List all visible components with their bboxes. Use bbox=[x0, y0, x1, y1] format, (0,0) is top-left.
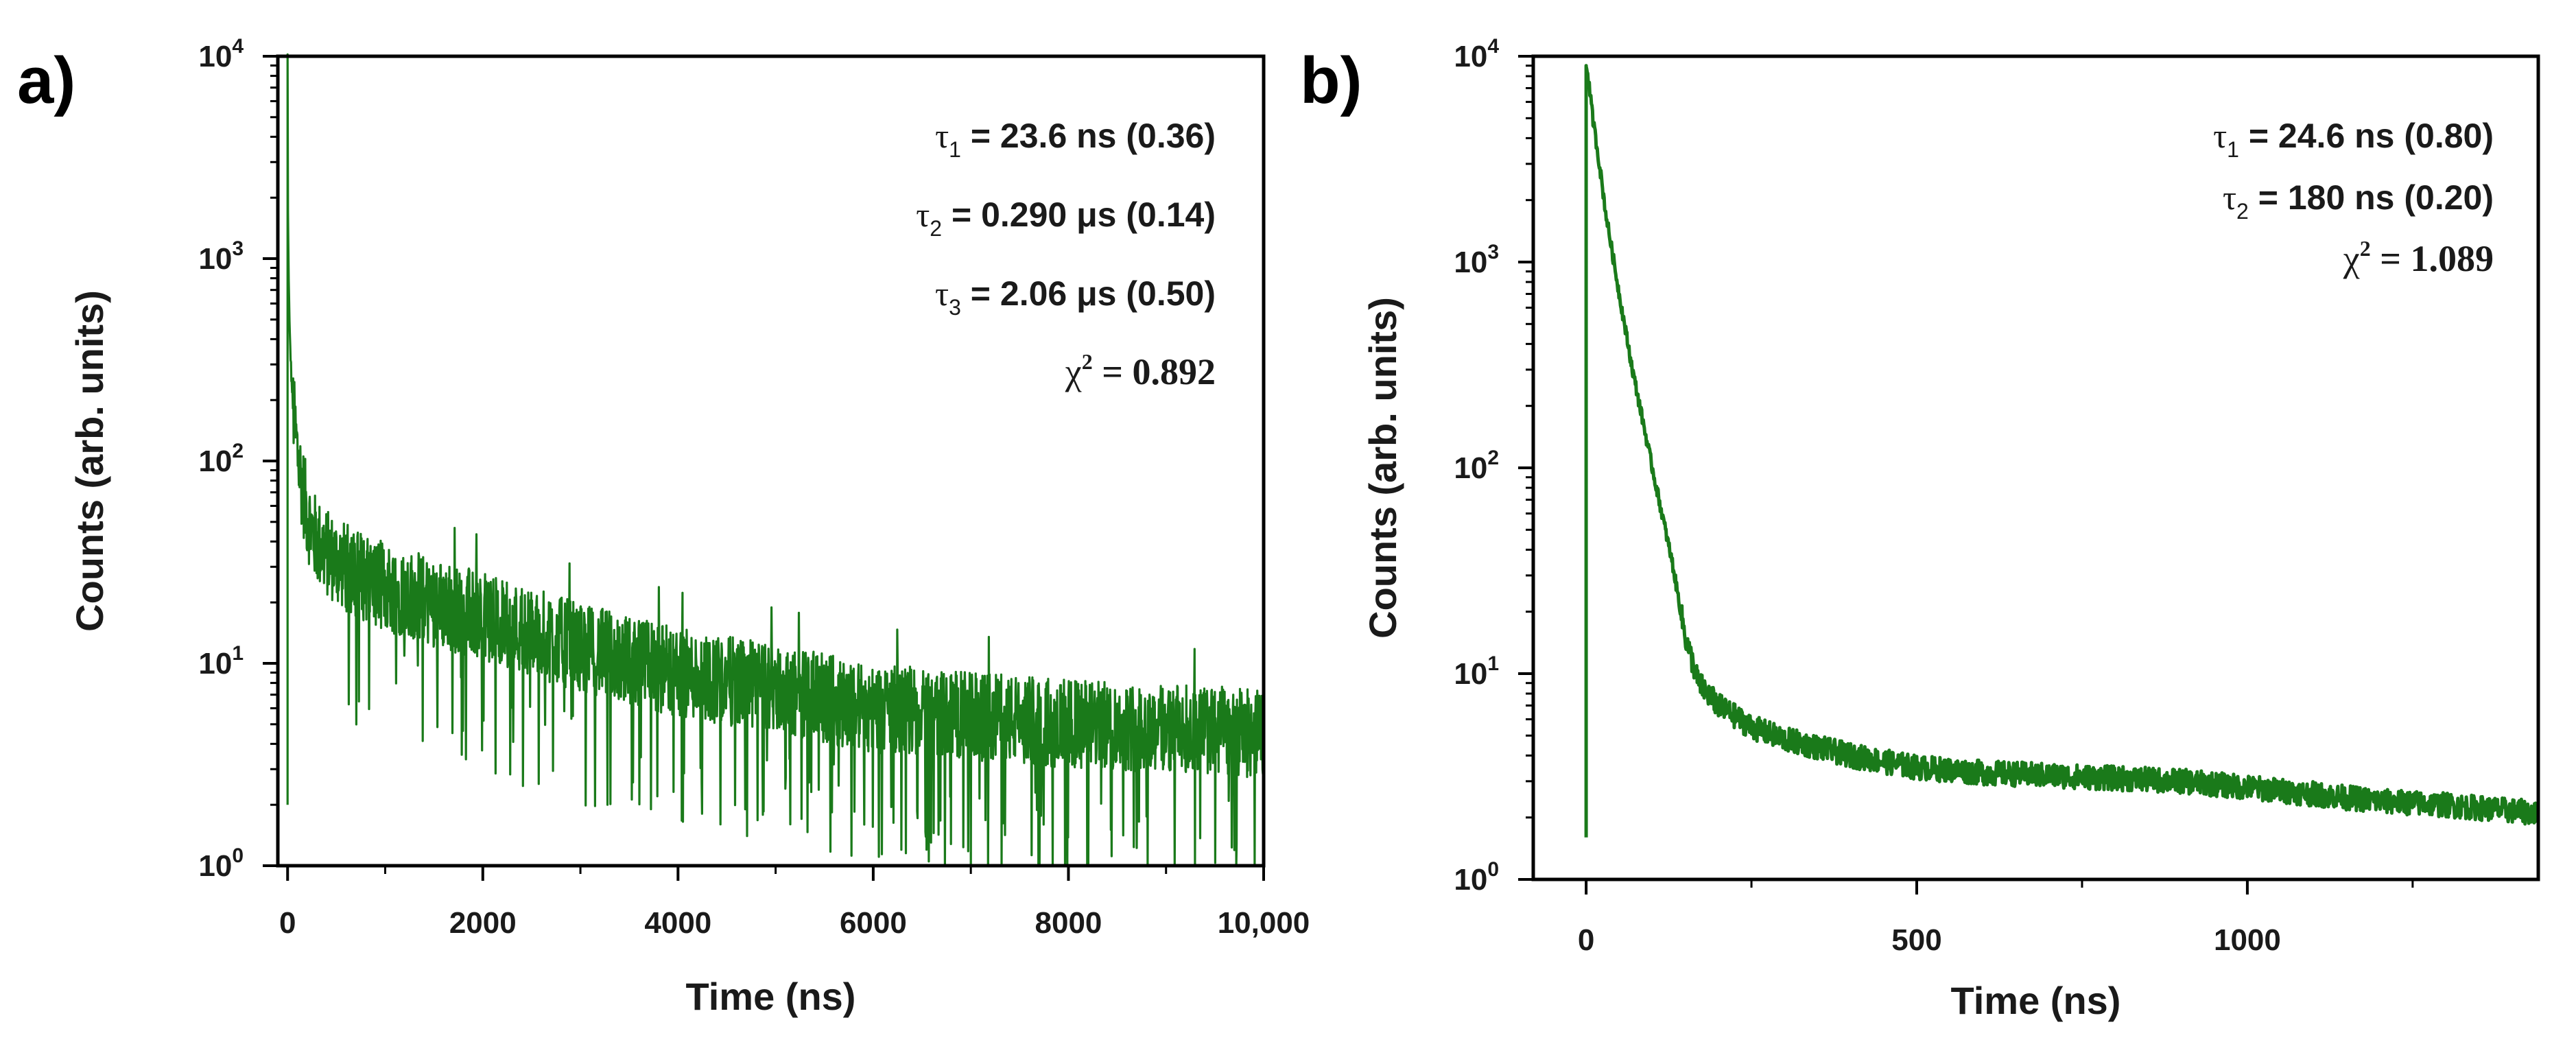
x-tick-label: 500 bbox=[1891, 923, 1941, 957]
fit-annotation: τ2 = 0.290 μs (0.14) bbox=[916, 196, 1216, 241]
series-line-decay bbox=[286, 53, 1265, 867]
y-tick-label: 100 bbox=[1454, 858, 1499, 897]
fit-annotation: χ2 = 0.892 bbox=[1065, 349, 1216, 392]
panel-label: b) bbox=[1300, 44, 1362, 117]
y-tick-label: 100 bbox=[198, 844, 244, 883]
x-tick-label: 0 bbox=[1578, 923, 1594, 957]
x-tick-label: 0 bbox=[279, 906, 296, 940]
x-tick-label: 4000 bbox=[644, 906, 711, 940]
fit-annotation: τ1 = 23.6 ns (0.36) bbox=[935, 117, 1216, 162]
panel-a: a) 100 101 102 103 104 0 2000 4000 6000 8000 10,000… bbox=[17, 35, 1310, 1018]
fit-annotation: τ1 = 24.6 ns (0.80) bbox=[2213, 117, 2494, 162]
x-tick-label: 1000 bbox=[2214, 923, 2281, 957]
fit-annotation: τ3 = 2.06 μs (0.50) bbox=[935, 274, 1216, 320]
x-tick-label: 10,000 bbox=[1218, 906, 1310, 940]
y-axis-title: Counts (arb. units) bbox=[68, 290, 111, 632]
y-tick-label: 104 bbox=[1454, 35, 1499, 73]
fit-annotation: τ2 = 180 ns (0.20) bbox=[2223, 178, 2494, 224]
y-tick-label: 101 bbox=[198, 642, 244, 680]
panel-label: a) bbox=[17, 44, 75, 117]
x-tick-label: 2000 bbox=[449, 906, 517, 940]
x-axis-title: Time (ns) bbox=[686, 975, 856, 1018]
x-tick-label: 6000 bbox=[840, 906, 907, 940]
fit-annotation: χ2 = 1.089 bbox=[2343, 236, 2494, 279]
y-tick-label: 104 bbox=[198, 35, 244, 73]
x-axis-title: Time (ns) bbox=[1951, 979, 2121, 1022]
x-tick-label: 8000 bbox=[1035, 906, 1102, 940]
panel-b: b) 100 101 102 103 104 0 500 1000 Time (ns) Counts… bbox=[1300, 35, 2540, 1022]
y-tick-label: 103 bbox=[198, 237, 244, 276]
y-axis-title: Counts (arb. units) bbox=[1361, 297, 1404, 639]
y-tick-label: 101 bbox=[1454, 652, 1499, 691]
y-tick-label: 102 bbox=[198, 440, 244, 478]
series-line-decay bbox=[1584, 64, 2540, 838]
y-tick-label: 103 bbox=[1454, 241, 1499, 279]
y-tick-label: 102 bbox=[1454, 447, 1499, 485]
